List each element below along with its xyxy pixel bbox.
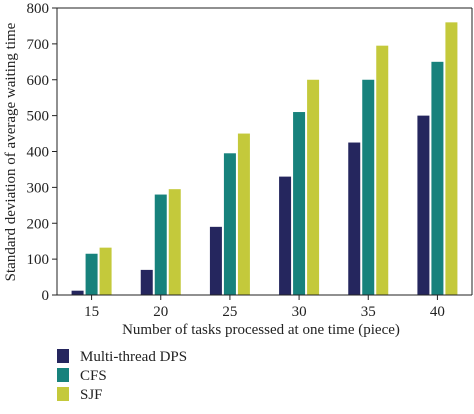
legend-swatch-cfs: [57, 368, 69, 382]
legend-label: CFS: [80, 368, 107, 384]
y-axis-label: Standard deviation of average waiting ti…: [3, 22, 19, 281]
bar-sjf-30: [307, 79, 320, 295]
legend-swatch-multi-thread-dps: [57, 349, 69, 363]
legend-label: SJF: [80, 387, 103, 403]
bar-sjf-40: [445, 22, 458, 295]
bar-multi-thread-dps-15: [71, 290, 84, 295]
legend: Multi-thread DPS CFS SJF: [57, 349, 187, 403]
y-tick-label: 300: [27, 180, 50, 196]
bar-multi-thread-dps-35: [348, 142, 361, 295]
bar-cfs-15: [85, 253, 98, 295]
x-tick-label: 15: [84, 304, 99, 320]
x-tick-label: 25: [222, 304, 237, 320]
bar-cfs-30: [293, 112, 306, 295]
y-tick-label: 500: [27, 109, 50, 125]
bar-multi-thread-dps-25: [209, 226, 222, 295]
legend-swatch-sjf: [57, 387, 69, 401]
bar-multi-thread-dps-40: [417, 115, 430, 295]
y-tick-label: 200: [27, 216, 50, 232]
x-tick-label: 20: [153, 304, 168, 320]
y-tick-label: 400: [27, 145, 50, 161]
bar-cfs-20: [154, 194, 167, 295]
bar-cfs-25: [223, 153, 236, 295]
bars-group: [71, 22, 458, 296]
y-tick-label: 700: [27, 37, 50, 53]
y-tick-label: 100: [27, 252, 50, 268]
x-tick-label: 30: [292, 304, 307, 320]
bar-sjf-20: [168, 189, 181, 295]
y-tick-label: 600: [27, 73, 50, 89]
bar-cfs-35: [362, 79, 375, 295]
x-tick-label: 35: [361, 304, 376, 320]
y-axis-ticks: 0 100 200 300 400 500 600 700 800: [27, 1, 57, 304]
y-tick-label: 0: [42, 288, 50, 304]
bar-multi-thread-dps-20: [140, 269, 153, 295]
y-tick-label: 800: [27, 1, 50, 17]
bar-sjf-25: [237, 133, 250, 295]
x-tick-label: 40: [430, 304, 445, 320]
x-axis-ticks: 15 20 25 30 35 40: [84, 295, 445, 320]
x-axis-label: Number of tasks processed at one time (p…: [122, 322, 400, 338]
bar-multi-thread-dps-30: [279, 176, 292, 295]
bar-cfs-40: [431, 61, 444, 295]
bar-sjf-15: [99, 247, 112, 295]
legend-label: Multi-thread DPS: [80, 349, 187, 365]
bar-sjf-35: [376, 45, 389, 296]
